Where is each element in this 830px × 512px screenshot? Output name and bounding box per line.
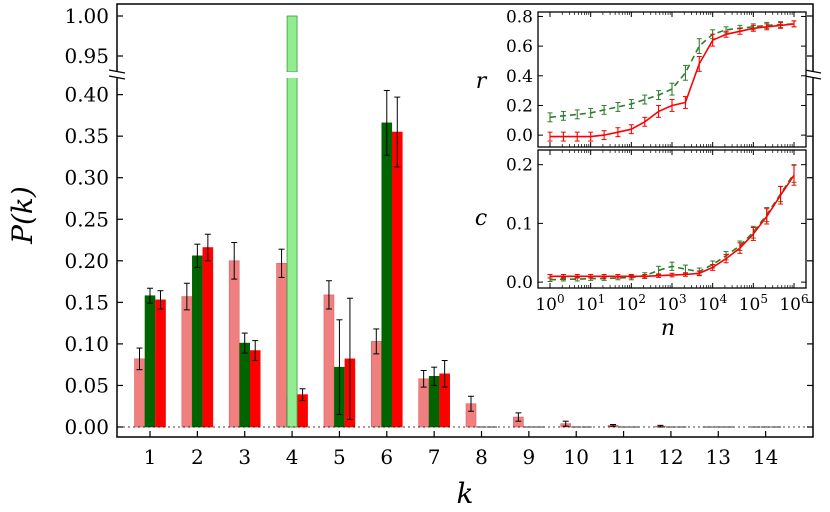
inset-y-tick-label: 0.0	[506, 126, 533, 146]
inset-y-tick-label: 0.1	[506, 214, 533, 234]
axis-break-gap-left	[113, 72, 121, 78]
inset-bottom-y-label: c	[475, 206, 487, 231]
x-tick-label: 5	[333, 445, 346, 469]
inset-y-tick-label: 0.0	[506, 273, 533, 293]
inset-y-tick-label: 0.2	[506, 156, 533, 176]
axis-break-mark-left	[108, 69, 126, 74]
bar-dark-green	[144, 295, 156, 428]
inset-x-tick-label: 101	[576, 292, 605, 315]
x-tick-label: 9	[522, 445, 535, 469]
x-tick-label: 1	[144, 445, 157, 469]
x-tick-label: 4	[286, 445, 299, 469]
bar-pink	[323, 294, 335, 428]
y-tick-label: 0.30	[64, 166, 109, 190]
axis-break-mark-right	[804, 69, 822, 74]
inset-bottom-x-label: n	[661, 316, 675, 341]
y-tick-label: 0.10	[64, 332, 109, 356]
inset-frame	[537, 11, 807, 148]
bar-light-green	[286, 73, 298, 428]
y-tick-label: 0.05	[64, 373, 109, 397]
inset-x-tick-label: 105	[739, 292, 768, 315]
y-tick-label: 0.95	[64, 44, 109, 68]
inset-x-tick-label: 106	[779, 292, 808, 315]
x-tick-label: 14	[753, 445, 778, 469]
x-tick-label: 2	[191, 445, 204, 469]
bar-red	[391, 131, 403, 428]
inset-x-tick-label: 103	[657, 292, 686, 315]
bar-red	[202, 247, 214, 428]
bar-pink	[228, 260, 240, 428]
inset-y-tick-label: 0.6	[506, 37, 533, 57]
bar-dark-green	[192, 255, 203, 428]
bar-dark-green	[381, 122, 393, 428]
inset-y-tick-label: 0.8	[506, 7, 533, 27]
inset-x-tick-label: 100	[535, 292, 564, 315]
x-tick-label: 7	[428, 445, 441, 469]
main-plot: 0.000.050.100.150.200.250.300.350.400.95…	[64, 3, 822, 469]
inset-x-tick-label: 102	[617, 292, 646, 315]
axis-break-mark-left	[108, 75, 126, 80]
x-tick-label: 3	[238, 445, 251, 469]
bar-pink	[276, 263, 287, 428]
inset-plots: 0.0 0.2 0.4 0.6 0.8 0.0 0.1 0.2 100 101 102 103 104 1…	[506, 7, 809, 315]
bar-red	[155, 299, 166, 428]
inset-x-tick-label: 104	[698, 292, 728, 315]
y-tick-label: 0.40	[64, 83, 109, 107]
y-tick-label: 0.00	[64, 415, 109, 439]
axis-break-mark-right	[804, 75, 822, 80]
bar-red	[249, 350, 261, 428]
x-tick-label: 11	[611, 445, 636, 469]
bar-dark-green	[239, 342, 251, 428]
bar-pink	[181, 296, 193, 428]
bar-light-green	[286, 15, 298, 73]
y-axis-label: P(k)	[6, 186, 39, 245]
x-tick-label: 8	[475, 445, 488, 469]
x-tick-label: 13	[706, 445, 731, 469]
inset-y-tick-label: 0.4	[506, 67, 533, 87]
axis-break-gap-right	[809, 72, 817, 78]
x-tick-label: 12	[658, 445, 683, 469]
y-tick-label: 1.00	[64, 4, 109, 28]
plot-frame	[116, 3, 814, 438]
bar-break-gap	[286, 72, 299, 78]
y-tick-label: 0.25	[64, 207, 109, 231]
x-tick-label: 10	[563, 445, 588, 469]
x-axis-label: k	[457, 477, 474, 510]
inset-top-y-label: r	[476, 69, 488, 94]
y-tick-label: 0.20	[64, 249, 109, 273]
x-tick-label: 6	[380, 445, 393, 469]
inset-y-tick-label: 0.2	[506, 96, 533, 116]
y-tick-label: 0.15	[64, 290, 109, 314]
y-tick-label: 0.35	[64, 124, 109, 148]
